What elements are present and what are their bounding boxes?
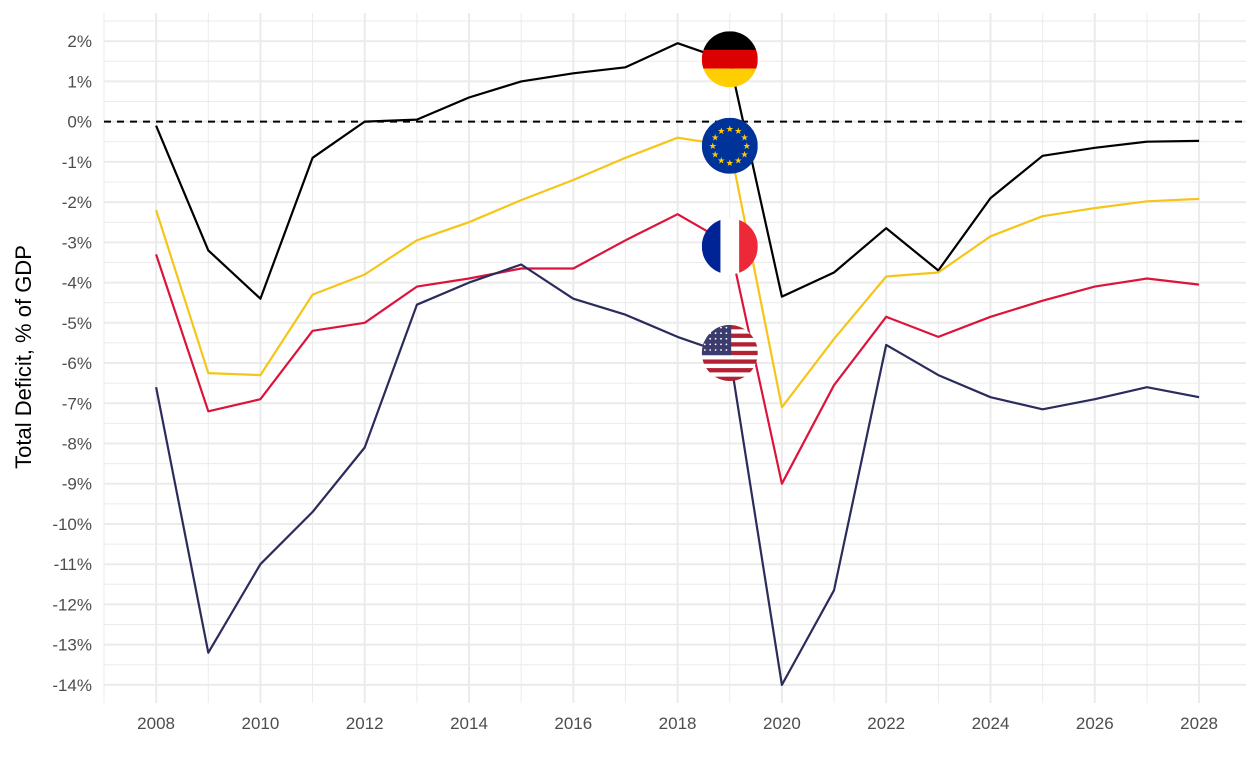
x-tick-label: 2008 (137, 714, 175, 733)
france-flag-icon (701, 218, 758, 275)
series-line-germany (155, 42, 1200, 300)
x-tick-label: 2022 (867, 714, 905, 733)
y-tick-label: -6% (62, 354, 92, 373)
series-line-usa (155, 263, 1200, 687)
usa-flag-icon (701, 325, 758, 381)
series-line-eu (155, 136, 1200, 409)
svg-text:★: ★ (717, 157, 725, 167)
svg-text:★: ★ (726, 125, 734, 135)
y-tick-label: -9% (62, 475, 92, 494)
series-line-france (155, 213, 1200, 485)
y-tick-label: -4% (62, 274, 92, 293)
x-tick-label: 2010 (241, 714, 279, 733)
svg-text:★: ★ (740, 150, 748, 160)
y-tick-label: -12% (52, 595, 92, 614)
svg-text:★: ★ (734, 127, 742, 137)
y-tick-label: -11% (54, 555, 92, 574)
svg-text:★: ★ (711, 150, 719, 160)
y-tick-label: -8% (62, 435, 92, 454)
y-tick-label: -10% (52, 515, 92, 534)
svg-text:★: ★ (743, 142, 751, 152)
x-axis-ticks: 2008 2010 2012 2014 2016 2018 2020 2022 2024 2026… (137, 714, 1218, 733)
svg-text:★: ★ (740, 133, 748, 143)
y-tick-label: 2% (67, 32, 92, 51)
svg-text:★: ★ (726, 159, 734, 169)
y-axis-title: Total Deficit, % of GDP (11, 245, 36, 469)
flag-markers: ★★★★★★★★★ ★ ★★ (701, 31, 758, 381)
y-tick-label: -7% (62, 394, 92, 413)
y-tick-label: -13% (52, 636, 92, 655)
y-tick-label: -5% (62, 314, 92, 333)
x-tick-label: 2014 (450, 714, 488, 733)
y-tick-label: -3% (62, 233, 92, 252)
x-tick-label: 2016 (554, 714, 592, 733)
y-tick-label: -2% (62, 193, 92, 212)
svg-text:★: ★ (717, 127, 725, 137)
y-tick-label: 0% (67, 113, 92, 132)
grid (103, 13, 1246, 703)
svg-text:★: ★ (734, 157, 742, 167)
x-tick-label: 2012 (346, 714, 384, 733)
x-tick-label: 2020 (763, 714, 801, 733)
germany-flag-icon (701, 31, 758, 88)
x-tick-label: 2028 (1180, 714, 1218, 733)
y-axis-ticks: 2% 1% 0% -1% -2% -3% -4% -5% -6% -7% -8% -9% -10% -11… (52, 32, 92, 695)
series-lines (155, 42, 1200, 687)
x-tick-label: 2024 (972, 714, 1010, 733)
y-tick-label: -1% (62, 153, 92, 172)
x-tick-label: 2026 (1076, 714, 1114, 733)
y-tick-label: -14% (52, 676, 92, 695)
eu-flag-icon: ★★★★★★★★★ ★ ★★ (701, 117, 758, 174)
svg-text:★: ★ (711, 133, 719, 143)
x-tick-label: 2018 (659, 714, 697, 733)
y-tick-label: 1% (67, 72, 92, 91)
svg-text:★: ★ (709, 142, 717, 152)
